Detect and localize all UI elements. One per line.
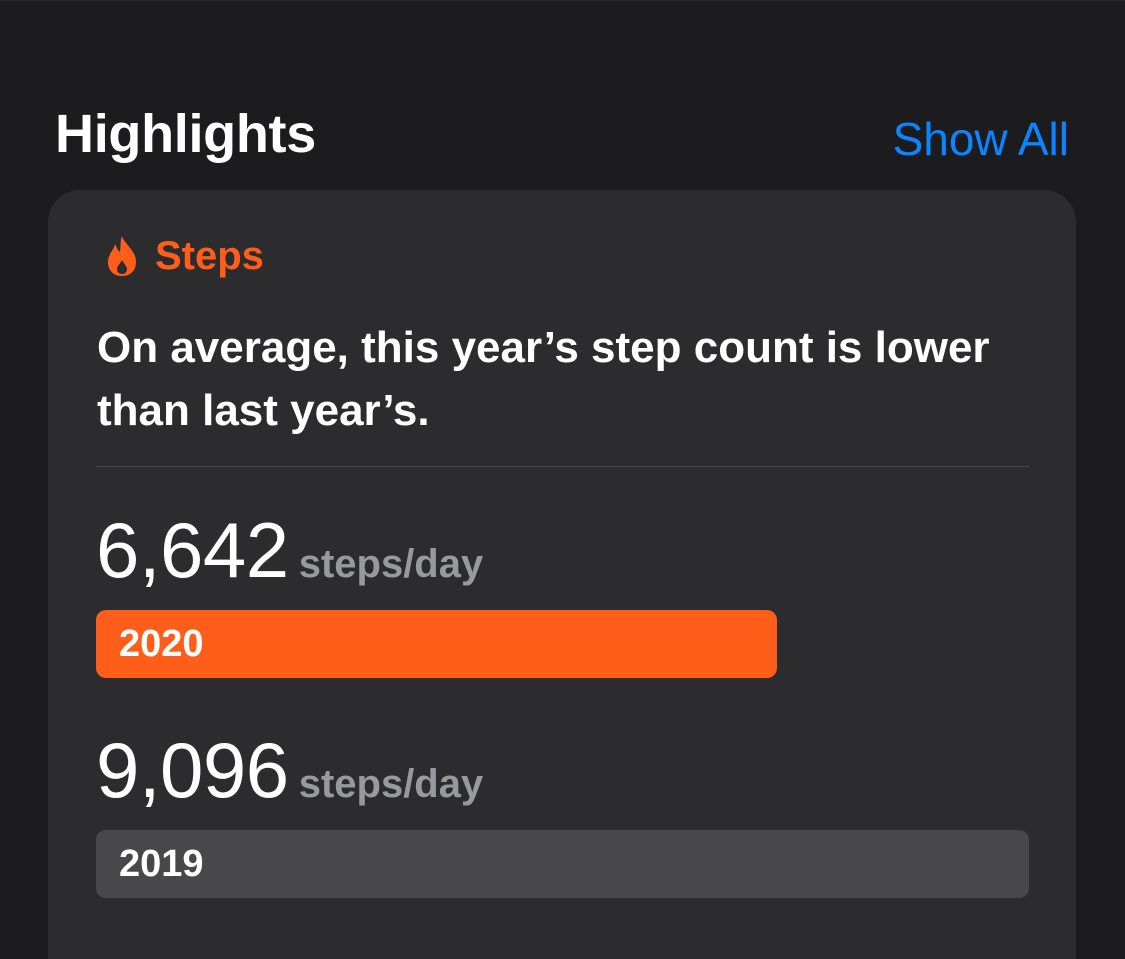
stat-2020: 6,642 steps/day bbox=[96, 505, 483, 595]
stat-value-2019: 9,096 bbox=[96, 726, 289, 814]
bar-2020: 2020 bbox=[96, 610, 778, 678]
highlight-description: On average, this year’s step count is lo… bbox=[97, 323, 990, 435]
bar-2019: 2019 bbox=[96, 830, 1029, 898]
stat-2019: 9,096 steps/day bbox=[96, 725, 483, 815]
stat-unit-2020: steps/day bbox=[298, 542, 484, 586]
flame-icon bbox=[108, 236, 136, 276]
stat-value-2020: 6,642 bbox=[96, 506, 289, 594]
bar-track-2019: 2019 bbox=[96, 830, 1029, 898]
bar-year-2019: 2019 bbox=[119, 842, 204, 885]
bar-track-2020: 2020 bbox=[96, 610, 1029, 678]
bar-year-2020: 2020 bbox=[119, 622, 204, 665]
section-title: Highlights bbox=[55, 104, 316, 164]
show-all-link[interactable]: Show All bbox=[892, 113, 1069, 165]
highlights-header: Highlights Show All bbox=[0, 0, 1125, 190]
stat-unit-2019: steps/day bbox=[298, 762, 484, 806]
steps-highlight-card[interactable]: Steps On average, this year’s step count… bbox=[48, 190, 1076, 959]
divider bbox=[96, 466, 1029, 467]
top-edge-line bbox=[0, 0, 1125, 1]
card-category: Steps bbox=[105, 232, 264, 280]
category-label: Steps bbox=[155, 234, 264, 278]
